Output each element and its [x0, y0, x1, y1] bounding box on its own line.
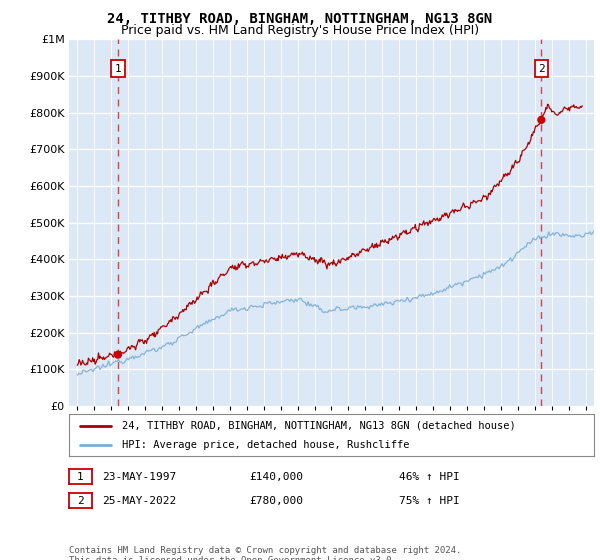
Text: 1: 1 [115, 63, 121, 73]
Text: 24, TITHBY ROAD, BINGHAM, NOTTINGHAM, NG13 8GN (detached house): 24, TITHBY ROAD, BINGHAM, NOTTINGHAM, NG… [121, 421, 515, 431]
Point [113, 350, 123, 359]
Text: 75% ↑ HPI: 75% ↑ HPI [399, 496, 460, 506]
Point [536, 115, 546, 124]
Text: 2: 2 [77, 496, 84, 506]
Text: £140,000: £140,000 [249, 472, 303, 482]
Text: HPI: Average price, detached house, Rushcliffe: HPI: Average price, detached house, Rush… [121, 440, 409, 450]
Text: 1: 1 [77, 472, 84, 482]
Text: Price paid vs. HM Land Registry's House Price Index (HPI): Price paid vs. HM Land Registry's House … [121, 24, 479, 36]
Text: 24, TITHBY ROAD, BINGHAM, NOTTINGHAM, NG13 8GN: 24, TITHBY ROAD, BINGHAM, NOTTINGHAM, NG… [107, 12, 493, 26]
Text: 23-MAY-1997: 23-MAY-1997 [102, 472, 176, 482]
Text: 25-MAY-2022: 25-MAY-2022 [102, 496, 176, 506]
Text: £780,000: £780,000 [249, 496, 303, 506]
Text: 2: 2 [538, 63, 545, 73]
Text: 46% ↑ HPI: 46% ↑ HPI [399, 472, 460, 482]
Text: Contains HM Land Registry data © Crown copyright and database right 2024.
This d: Contains HM Land Registry data © Crown c… [69, 546, 461, 560]
